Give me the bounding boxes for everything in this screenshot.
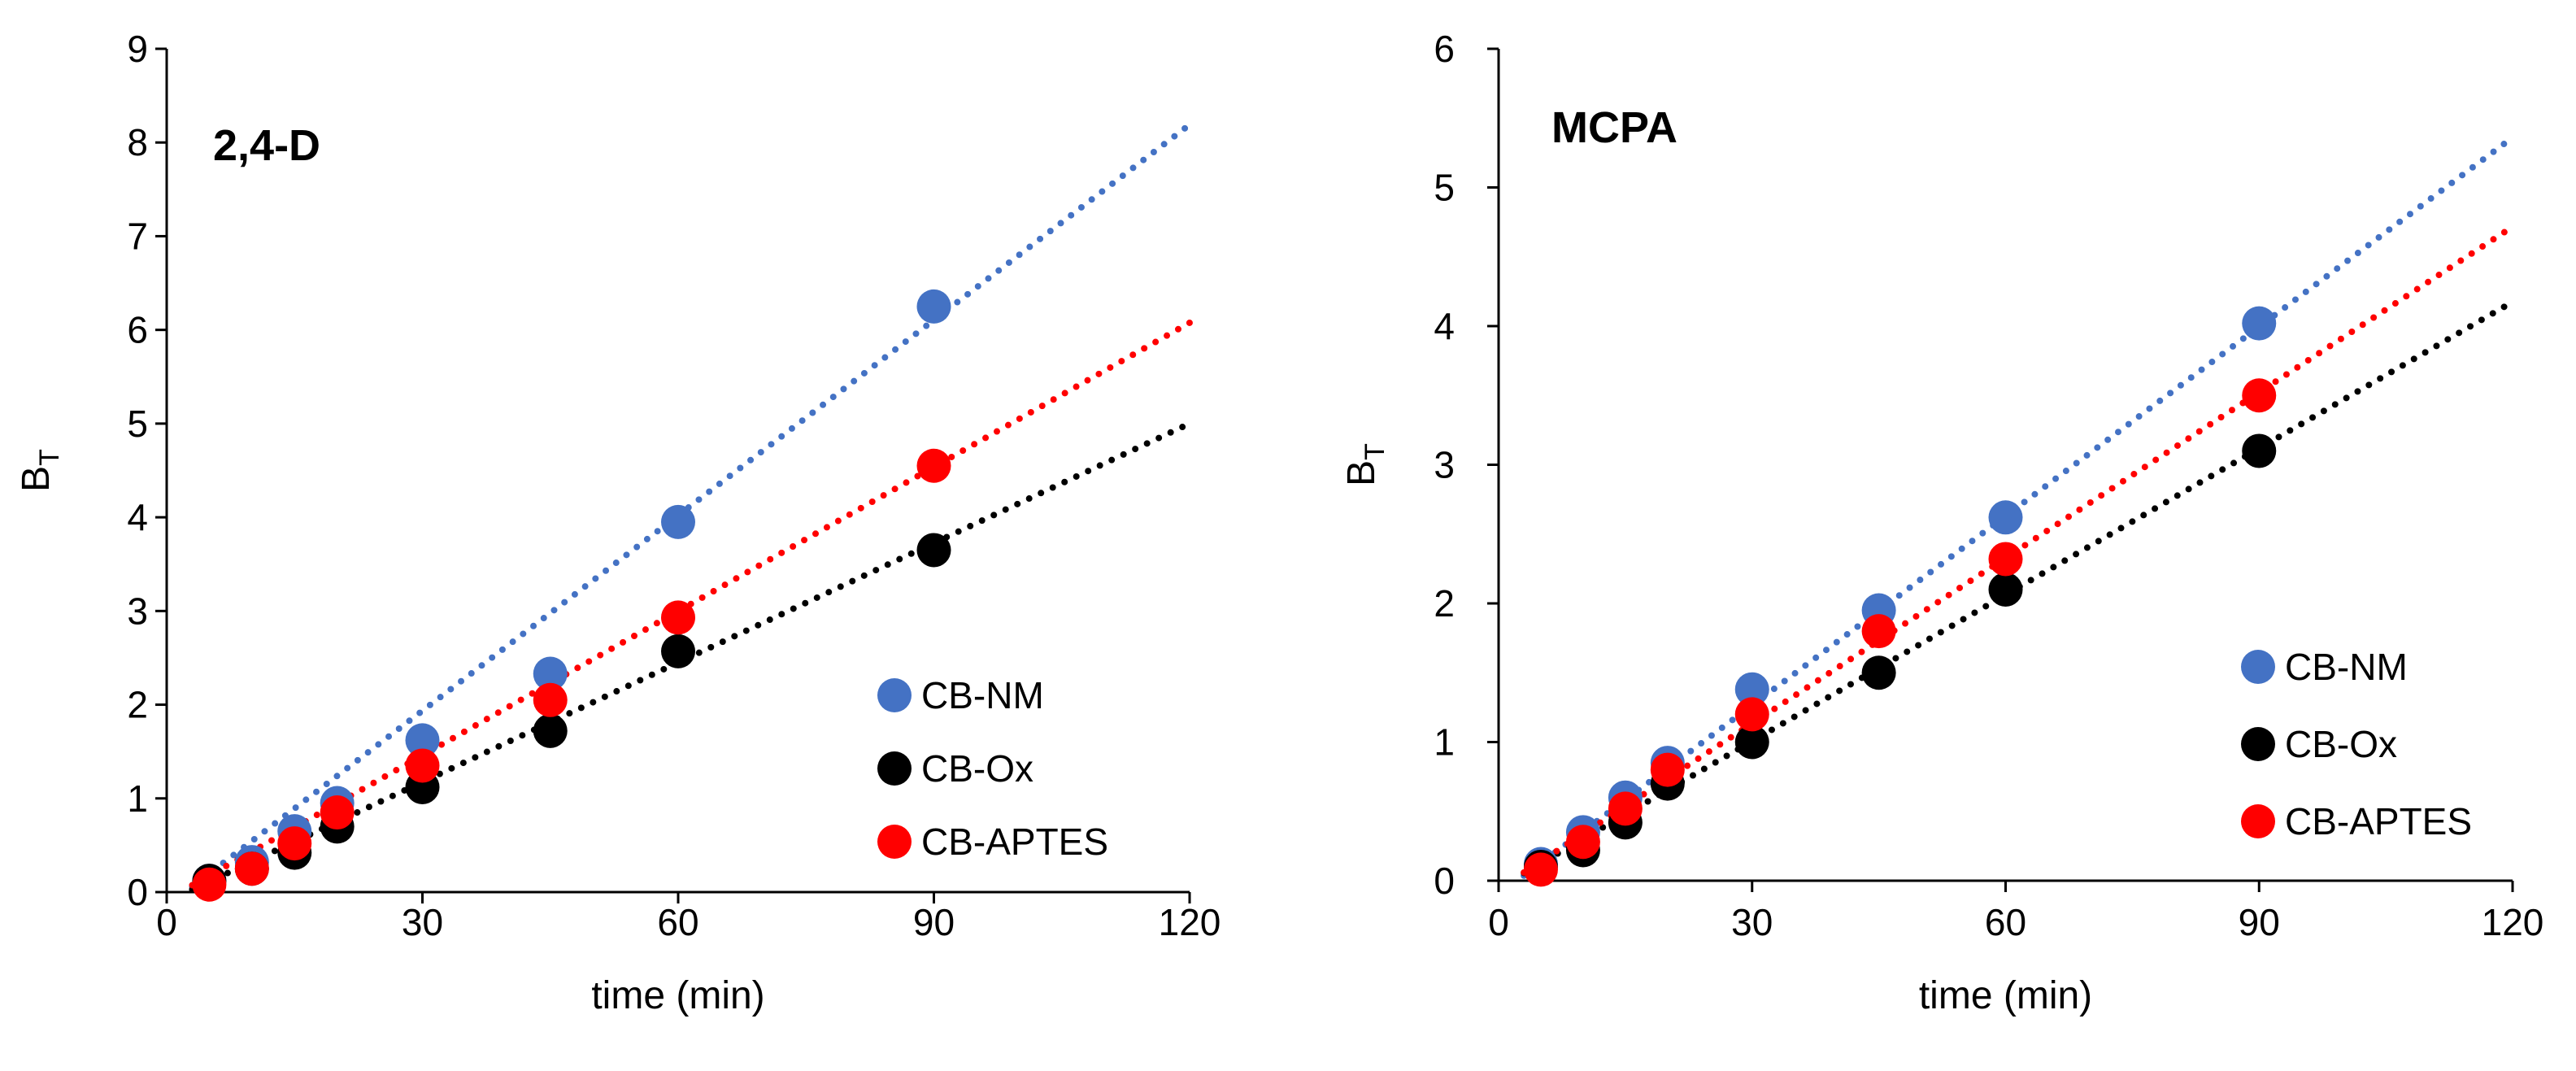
y-tick-label: 6 bbox=[127, 309, 148, 351]
x-axis-label: time (min) bbox=[1919, 974, 2092, 1017]
data-point-cb-aptes bbox=[1861, 614, 1896, 649]
data-point-cb-aptes bbox=[1734, 697, 1769, 732]
legend-marker-cb-ox bbox=[877, 751, 912, 786]
y-axis-label-sub: T bbox=[1360, 443, 1390, 460]
y-tick-label: 2 bbox=[1434, 582, 1455, 625]
data-point-cb-aptes bbox=[277, 826, 312, 861]
trendline-cb-aptes bbox=[189, 319, 1193, 889]
legend-label-cb-ox: CB-Ox bbox=[921, 747, 1033, 790]
y-tick-label: 9 bbox=[127, 28, 148, 70]
y-tick-label: 5 bbox=[1434, 167, 1455, 209]
y-tick-label: 1 bbox=[127, 777, 148, 820]
legend-marker-cb-aptes bbox=[877, 825, 912, 859]
data-point-cb-nm bbox=[661, 504, 695, 539]
data-point-cb-aptes bbox=[1608, 791, 1643, 826]
y-tick-label: 3 bbox=[127, 590, 148, 632]
trendline-cb-ox bbox=[189, 420, 1193, 893]
y-tick-label: 3 bbox=[1434, 444, 1455, 486]
y-axis-label-main: B bbox=[15, 466, 58, 492]
y-tick-label: 4 bbox=[127, 496, 148, 538]
x-tick-label: 0 bbox=[1488, 901, 1509, 943]
x-tick-label: 30 bbox=[1731, 901, 1773, 943]
y-axis-label: BT bbox=[1340, 443, 1390, 486]
data-point-cb-aptes bbox=[234, 851, 269, 886]
x-tick-label: 0 bbox=[156, 901, 177, 943]
legend-marker-cb-nm bbox=[2241, 650, 2275, 684]
x-tick-label: 90 bbox=[913, 901, 955, 943]
y-tick-label: 4 bbox=[1434, 305, 1455, 347]
y-tick-label: 2 bbox=[127, 684, 148, 726]
chart-title: 2,4-D bbox=[213, 121, 320, 170]
data-point-cb-aptes bbox=[916, 448, 951, 483]
legend-marker-cb-nm bbox=[877, 678, 912, 712]
legend-label-cb-ox: CB-Ox bbox=[2285, 723, 2397, 765]
data-point-cb-nm bbox=[405, 723, 440, 758]
data-point-cb-ox bbox=[1988, 572, 2023, 607]
data-point-cb-aptes bbox=[533, 682, 568, 717]
trendline-cb-nm bbox=[1521, 134, 2516, 879]
x-tick-label: 30 bbox=[402, 901, 443, 943]
data-point-cb-aptes bbox=[320, 795, 355, 830]
y-tick-label: 0 bbox=[1434, 860, 1455, 902]
data-point-cb-aptes bbox=[661, 600, 695, 635]
data-point-cb-aptes bbox=[2242, 378, 2277, 413]
y-tick-label: 7 bbox=[127, 215, 148, 257]
x-tick-label: 120 bbox=[2482, 901, 2544, 943]
x-axis-label: time (min) bbox=[591, 974, 764, 1017]
y-tick-label: 1 bbox=[1434, 721, 1455, 764]
data-point-cb-aptes bbox=[192, 867, 227, 902]
legend-marker-cb-ox bbox=[2241, 727, 2275, 761]
data-point-cb-aptes bbox=[1565, 825, 1600, 860]
data-point-cb-ox bbox=[2242, 433, 2277, 468]
data-point-cb-nm bbox=[916, 289, 951, 324]
y-tick-label: 6 bbox=[1434, 28, 1455, 70]
y-tick-label: 5 bbox=[127, 403, 148, 445]
data-point-cb-ox bbox=[533, 713, 568, 748]
data-point-cb-ox bbox=[1734, 725, 1769, 760]
data-point-cb-nm bbox=[1734, 672, 1769, 707]
data-point-cb-aptes bbox=[1988, 542, 2023, 577]
x-tick-label: 90 bbox=[2239, 901, 2280, 943]
legend-label-cb-aptes: CB-APTES bbox=[2285, 800, 2472, 842]
trendline-cb-aptes bbox=[1521, 223, 2516, 876]
y-axis-label-main: B bbox=[1340, 460, 1383, 486]
data-point-cb-aptes bbox=[1523, 852, 1558, 887]
legend-label-cb-aptes: CB-APTES bbox=[921, 821, 1108, 863]
chart-title: MCPA bbox=[1551, 103, 1677, 152]
x-tick-label: 60 bbox=[1985, 901, 2026, 943]
data-point-cb-nm bbox=[2242, 306, 2277, 341]
data-point-cb-nm bbox=[1988, 500, 2023, 535]
data-point-cb-aptes bbox=[1650, 752, 1685, 787]
trendline-cb-nm bbox=[189, 121, 1193, 890]
y-tick-label: 0 bbox=[127, 871, 148, 913]
y-tick-label: 8 bbox=[127, 121, 148, 163]
data-point-cb-ox bbox=[916, 533, 951, 568]
legend-label-cb-nm: CB-NM bbox=[2285, 646, 2408, 688]
data-point-cb-nm bbox=[533, 656, 568, 691]
data-point-cb-ox bbox=[661, 633, 695, 668]
legend-marker-cb-aptes bbox=[2241, 804, 2275, 838]
y-axis-label-sub: T bbox=[34, 449, 65, 466]
data-point-cb-aptes bbox=[405, 748, 440, 783]
data-point-cb-ox bbox=[1861, 655, 1896, 690]
x-tick-label: 60 bbox=[657, 901, 698, 943]
x-tick-label: 120 bbox=[1159, 901, 1221, 943]
legend-label-cb-nm: CB-NM bbox=[921, 674, 1044, 716]
y-axis-label: BT bbox=[15, 449, 65, 492]
